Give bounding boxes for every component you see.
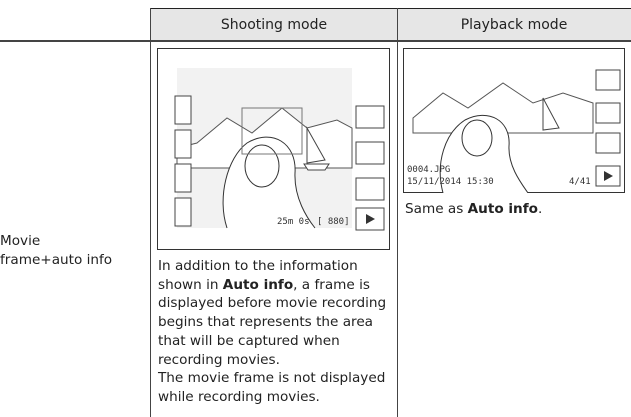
screen-text: [ 880] [317,217,350,227]
bold-term: Auto info [222,276,294,293]
row-divider [0,40,631,42]
screen-text: 0004.JPG [407,165,450,175]
bold-term: Auto info [467,201,538,217]
screen-text: 15/11/2014 15:30 [407,177,494,187]
paragraph: In addition to the information shown in … [158,257,394,369]
text-run: Same as [405,201,468,217]
text-run: In addition to the information shown in [158,258,358,293]
column-divider [150,8,151,417]
shooting-screen: 25m 0s [ 880] [157,48,390,250]
text-run: The movie frame is not displayed while r… [158,370,386,405]
text-run: , a frame is displayed before movie reco… [158,276,387,368]
row-label-line: Movie [0,233,41,249]
shooting-description: In addition to the information shown in … [158,257,394,407]
header-text: Shooting mode [220,16,328,33]
screen-text: 25m 0s [277,217,310,227]
paragraph: The movie frame is not displayed while r… [158,369,394,406]
row-label: Movie frame+auto info [0,232,148,269]
screen-text: 4/41 [569,177,591,187]
paragraph: Same as Auto info. [405,200,627,219]
header-text: Playback mode [460,16,568,33]
row-label-line: frame+auto info [0,251,113,268]
playback-screen: 0004.JPG 15/11/2014 15:30 4/41 [403,48,625,193]
playback-description: Same as Auto info. [405,200,627,219]
column-divider [397,8,398,417]
header-cell: Playback mode [397,8,631,40]
header-cell: Shooting mode [151,8,397,40]
text-run: . [537,201,543,217]
